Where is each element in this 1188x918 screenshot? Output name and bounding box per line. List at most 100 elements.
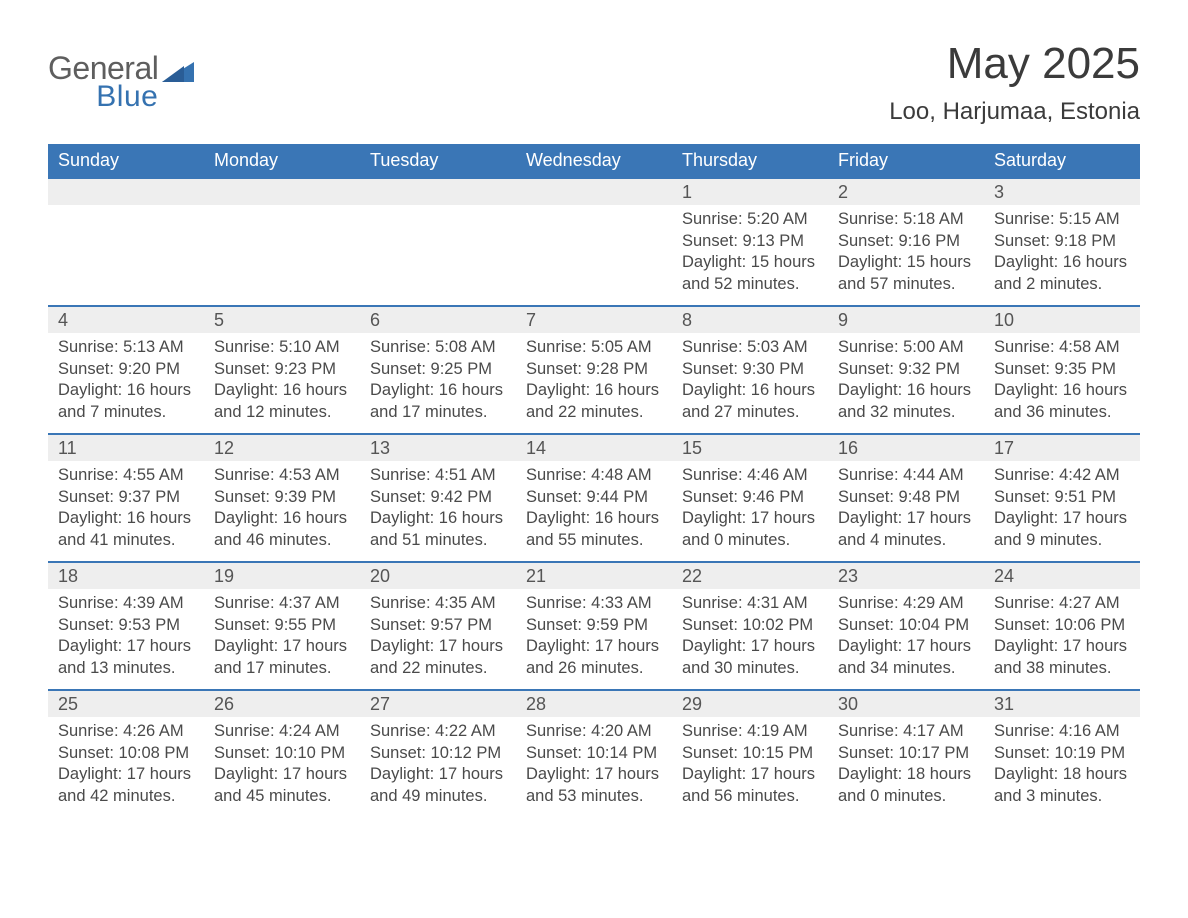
day-d2: and 9 minutes.	[994, 530, 1130, 551]
day-sr: Sunrise: 4:17 AM	[838, 721, 974, 742]
day-d2: and 36 minutes.	[994, 402, 1130, 423]
day-sr: Sunrise: 4:35 AM	[370, 593, 506, 614]
day-ss: Sunset: 9:18 PM	[994, 231, 1130, 252]
dow-wednesday: Wednesday	[516, 144, 672, 177]
day-cell: 29Sunrise: 4:19 AMSunset: 10:15 PMDaylig…	[672, 691, 828, 817]
day-number: 31	[984, 691, 1140, 717]
day-cell	[204, 179, 360, 305]
day-cell: 21Sunrise: 4:33 AMSunset: 9:59 PMDayligh…	[516, 563, 672, 689]
day-details: Sunrise: 5:10 AMSunset: 9:23 PMDaylight:…	[204, 333, 360, 429]
day-number: 15	[672, 435, 828, 461]
day-d2: and 30 minutes.	[682, 658, 818, 679]
week-row: 4Sunrise: 5:13 AMSunset: 9:20 PMDaylight…	[48, 305, 1140, 433]
day-ss: Sunset: 10:12 PM	[370, 743, 506, 764]
day-number: 30	[828, 691, 984, 717]
day-d2: and 45 minutes.	[214, 786, 350, 807]
day-sr: Sunrise: 4:44 AM	[838, 465, 974, 486]
day-cell: 14Sunrise: 4:48 AMSunset: 9:44 PMDayligh…	[516, 435, 672, 561]
day-d2: and 51 minutes.	[370, 530, 506, 551]
logo-triangle-icon	[162, 56, 194, 82]
day-d1: Daylight: 17 hours	[838, 508, 974, 529]
day-number: 2	[828, 179, 984, 205]
day-d1: Daylight: 16 hours	[214, 380, 350, 401]
day-ss: Sunset: 10:17 PM	[838, 743, 974, 764]
day-number: 10	[984, 307, 1140, 333]
day-sr: Sunrise: 5:03 AM	[682, 337, 818, 358]
day-cell: 22Sunrise: 4:31 AMSunset: 10:02 PMDaylig…	[672, 563, 828, 689]
day-d1: Daylight: 17 hours	[370, 764, 506, 785]
day-details: Sunrise: 5:00 AMSunset: 9:32 PMDaylight:…	[828, 333, 984, 429]
day-ss: Sunset: 9:32 PM	[838, 359, 974, 380]
day-d2: and 13 minutes.	[58, 658, 194, 679]
week-row: 25Sunrise: 4:26 AMSunset: 10:08 PMDaylig…	[48, 689, 1140, 817]
day-d2: and 17 minutes.	[370, 402, 506, 423]
day-details: Sunrise: 4:16 AMSunset: 10:19 PMDaylight…	[984, 717, 1140, 813]
day-ss: Sunset: 9:37 PM	[58, 487, 194, 508]
day-details: Sunrise: 4:19 AMSunset: 10:15 PMDaylight…	[672, 717, 828, 813]
day-ss: Sunset: 9:42 PM	[370, 487, 506, 508]
day-ss: Sunset: 9:51 PM	[994, 487, 1130, 508]
dow-friday: Friday	[828, 144, 984, 177]
day-cell: 2Sunrise: 5:18 AMSunset: 9:16 PMDaylight…	[828, 179, 984, 305]
day-cell: 7Sunrise: 5:05 AMSunset: 9:28 PMDaylight…	[516, 307, 672, 433]
day-details: Sunrise: 4:42 AMSunset: 9:51 PMDaylight:…	[984, 461, 1140, 557]
day-details: Sunrise: 5:08 AMSunset: 9:25 PMDaylight:…	[360, 333, 516, 429]
page-title: May 2025	[889, 40, 1140, 88]
day-cell: 27Sunrise: 4:22 AMSunset: 10:12 PMDaylig…	[360, 691, 516, 817]
day-d1: Daylight: 17 hours	[994, 636, 1130, 657]
day-cell	[516, 179, 672, 305]
day-sr: Sunrise: 5:18 AM	[838, 209, 974, 230]
day-number: 6	[360, 307, 516, 333]
day-d1: Daylight: 18 hours	[994, 764, 1130, 785]
day-ss: Sunset: 9:44 PM	[526, 487, 662, 508]
day-details: Sunrise: 4:22 AMSunset: 10:12 PMDaylight…	[360, 717, 516, 813]
day-cell	[48, 179, 204, 305]
day-number: 13	[360, 435, 516, 461]
day-number: 25	[48, 691, 204, 717]
day-details: Sunrise: 4:58 AMSunset: 9:35 PMDaylight:…	[984, 333, 1140, 429]
dow-thursday: Thursday	[672, 144, 828, 177]
day-d1: Daylight: 17 hours	[682, 764, 818, 785]
day-sr: Sunrise: 5:20 AM	[682, 209, 818, 230]
day-number: 16	[828, 435, 984, 461]
day-cell: 17Sunrise: 4:42 AMSunset: 9:51 PMDayligh…	[984, 435, 1140, 561]
day-details: Sunrise: 4:27 AMSunset: 10:06 PMDaylight…	[984, 589, 1140, 685]
day-d1: Daylight: 16 hours	[58, 508, 194, 529]
day-d2: and 22 minutes.	[370, 658, 506, 679]
day-d1: Daylight: 17 hours	[526, 764, 662, 785]
day-details: Sunrise: 4:51 AMSunset: 9:42 PMDaylight:…	[360, 461, 516, 557]
day-details: Sunrise: 4:24 AMSunset: 10:10 PMDaylight…	[204, 717, 360, 813]
day-d1: Daylight: 18 hours	[838, 764, 974, 785]
page: General Blue May 2025 Loo, Harjumaa, Est…	[0, 0, 1188, 918]
day-d1: Daylight: 16 hours	[994, 252, 1130, 273]
day-cell: 4Sunrise: 5:13 AMSunset: 9:20 PMDaylight…	[48, 307, 204, 433]
day-d2: and 34 minutes.	[838, 658, 974, 679]
day-d2: and 2 minutes.	[994, 274, 1130, 295]
day-d1: Daylight: 17 hours	[58, 636, 194, 657]
day-d2: and 27 minutes.	[682, 402, 818, 423]
day-details: Sunrise: 4:26 AMSunset: 10:08 PMDaylight…	[48, 717, 204, 813]
day-d1: Daylight: 16 hours	[370, 508, 506, 529]
day-cell: 31Sunrise: 4:16 AMSunset: 10:19 PMDaylig…	[984, 691, 1140, 817]
day-details: Sunrise: 5:13 AMSunset: 9:20 PMDaylight:…	[48, 333, 204, 429]
day-sr: Sunrise: 4:46 AM	[682, 465, 818, 486]
day-number: 20	[360, 563, 516, 589]
day-d2: and 22 minutes.	[526, 402, 662, 423]
dow-monday: Monday	[204, 144, 360, 177]
page-subtitle: Loo, Harjumaa, Estonia	[889, 98, 1140, 126]
day-cell: 12Sunrise: 4:53 AMSunset: 9:39 PMDayligh…	[204, 435, 360, 561]
day-cell	[360, 179, 516, 305]
day-d1: Daylight: 16 hours	[838, 380, 974, 401]
day-sr: Sunrise: 4:31 AM	[682, 593, 818, 614]
day-details: Sunrise: 4:37 AMSunset: 9:55 PMDaylight:…	[204, 589, 360, 685]
day-ss: Sunset: 10:06 PM	[994, 615, 1130, 636]
day-number: 24	[984, 563, 1140, 589]
day-d1: Daylight: 16 hours	[682, 380, 818, 401]
day-number: 18	[48, 563, 204, 589]
dow-sunday: Sunday	[48, 144, 204, 177]
day-d2: and 41 minutes.	[58, 530, 194, 551]
day-cell: 18Sunrise: 4:39 AMSunset: 9:53 PMDayligh…	[48, 563, 204, 689]
day-sr: Sunrise: 4:53 AM	[214, 465, 350, 486]
day-cell: 26Sunrise: 4:24 AMSunset: 10:10 PMDaylig…	[204, 691, 360, 817]
day-sr: Sunrise: 4:24 AM	[214, 721, 350, 742]
